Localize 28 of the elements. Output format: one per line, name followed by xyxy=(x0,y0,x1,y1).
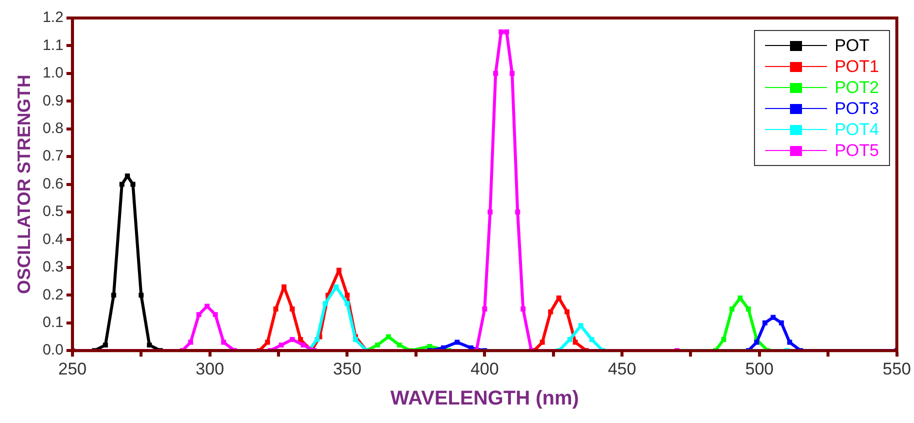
y-tick-label: 0.7 xyxy=(42,148,64,165)
x-tick-label: 400 xyxy=(470,359,499,378)
y-axis-title: OSCILLATOR STRENGTH xyxy=(14,74,34,294)
y-tick-label: 1.1 xyxy=(42,36,64,54)
y-tick-label: 0.2 xyxy=(42,286,64,304)
y-tick-label: 0.3 xyxy=(42,258,64,276)
legend-label: POT xyxy=(834,35,870,56)
legend-label: POT1 xyxy=(834,56,879,77)
x-tick-label: 550 xyxy=(882,359,912,378)
y-tick-label: 0.5 xyxy=(42,203,64,220)
x-tick-label: 450 xyxy=(608,359,636,378)
y-tick-label: 1.2 xyxy=(42,9,64,26)
legend-label: POT5 xyxy=(834,140,879,161)
x-tick-label: 500 xyxy=(745,359,774,378)
x-axis-title: WAVELENGTH (nm) xyxy=(390,388,579,410)
y-tick-label: 1.0 xyxy=(42,64,64,82)
y-tick-label: 0.8 xyxy=(42,120,64,138)
x-tick-label: 300 xyxy=(196,359,224,378)
legend-label: POT4 xyxy=(834,119,879,140)
legend-label: POT2 xyxy=(834,77,879,98)
y-tick-label: 0.6 xyxy=(42,175,64,192)
x-tick-label: 350 xyxy=(333,359,362,378)
y-tick-label: 0.9 xyxy=(42,92,64,110)
legend-label: POT3 xyxy=(834,98,879,119)
x-tick-label: 250 xyxy=(58,359,87,378)
y-tick-label: 0.4 xyxy=(42,230,64,248)
y-tick-label: 0.0 xyxy=(42,342,64,359)
y-tick-label: 0.1 xyxy=(42,314,64,332)
